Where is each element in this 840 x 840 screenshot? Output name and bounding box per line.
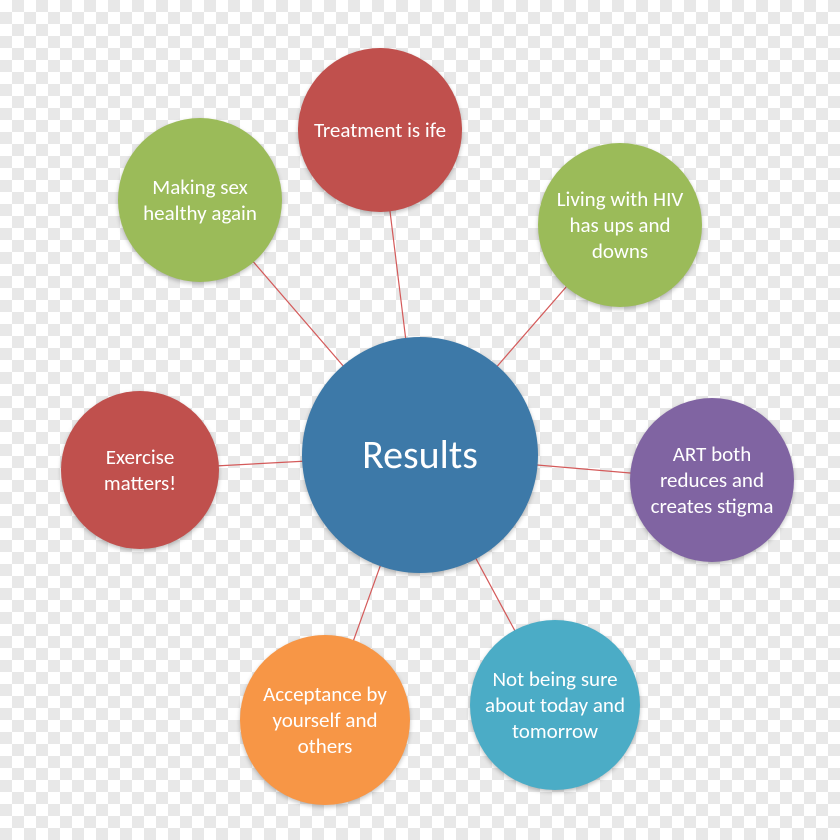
center-node: Results [302, 337, 538, 573]
outer-node-label: Exercise matters! [75, 444, 205, 497]
outer-node-label: Treatment is ife [314, 117, 446, 143]
outer-node-sex: Making sex healthy again [118, 118, 282, 282]
outer-node-label: Living with HIV has ups and downs [552, 186, 688, 265]
outer-node-treatment: Treatment is ife [298, 48, 462, 212]
outer-node-label: Acceptance by yourself and others [254, 681, 396, 760]
outer-node-notsure: Not being sure about today and tomorrow [470, 620, 640, 790]
center-node-label: Results [362, 430, 478, 480]
outer-node-exercise: Exercise matters! [61, 391, 219, 549]
outer-node-acceptance: Acceptance by yourself and others [240, 635, 410, 805]
outer-node-label: ART both reduces and creates stigma [644, 441, 780, 520]
outer-node-living: Living with HIV has ups and downs [538, 143, 702, 307]
outer-node-label: Not being sure about today and tomorrow [484, 666, 626, 745]
outer-node-label: Making sex healthy again [132, 174, 268, 227]
outer-node-art: ART both reduces and creates stigma [630, 398, 794, 562]
